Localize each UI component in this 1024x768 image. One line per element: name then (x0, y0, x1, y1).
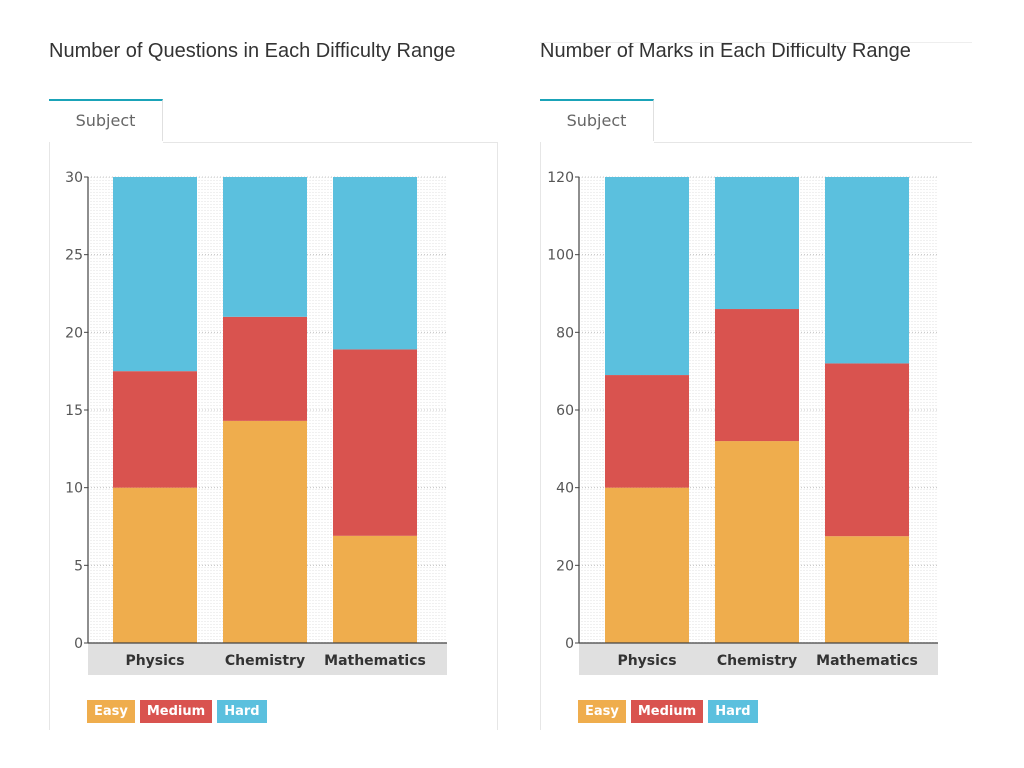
bar-easy-chemistry (223, 420, 307, 643)
y-tick-label: 80 (556, 325, 574, 341)
y-tick-label: 0 (565, 636, 574, 652)
panel-border-left (49, 142, 50, 730)
y-tick-label: 100 (547, 248, 574, 264)
y-tick-label: 20 (556, 558, 574, 574)
bar-easy-chemistry (715, 441, 799, 643)
y-tick-label: 15 (65, 403, 83, 419)
marks-chart-title: Number of Marks in Each Difficulty Range (540, 40, 911, 62)
tab-underline-rule (654, 142, 972, 143)
y-tick-label: 25 (65, 248, 83, 264)
bar-easy-physics (113, 487, 197, 643)
y-tick-label: 5 (74, 558, 83, 574)
legend-hard[interactable]: Hard (708, 700, 758, 723)
y-tick-label: 40 (556, 481, 574, 497)
bar-medium-chemistry (223, 316, 307, 421)
marks-stacked-bar-chart: Physics Chemistry Mathematics 0 20 40 60 80 100 1… (547, 170, 938, 675)
legend-medium[interactable]: Medium (630, 700, 704, 723)
panel-border-left (540, 142, 541, 730)
marks-chart-legend: Easy Medium Hard (578, 700, 758, 723)
bar-hard-chemistry (223, 177, 307, 317)
x-tick-label-physics: Physics (125, 653, 184, 669)
x-tick-label-chemistry: Chemistry (717, 653, 797, 669)
panel-border-right (497, 142, 498, 730)
marks-chart-panel: Number of Marks in Each Difficulty Range… (540, 40, 972, 730)
bar-hard-physics (605, 177, 689, 376)
bar-hard-chemistry (715, 177, 799, 310)
bar-easy-mathematics (825, 536, 909, 643)
y-tick-label: 0 (74, 636, 83, 652)
tab-underline-rule (163, 142, 497, 143)
bar-easy-mathematics (333, 535, 417, 643)
bar-hard-mathematics (825, 177, 909, 364)
questions-chart-title: Number of Questions in Each Difficulty R… (49, 40, 456, 62)
bar-easy-physics (605, 487, 689, 643)
questions-chart-legend: Easy Medium Hard (87, 700, 267, 723)
y-tick-label: 10 (65, 481, 83, 497)
category-axis-band (579, 643, 938, 675)
x-tick-label-chemistry: Chemistry (225, 653, 305, 669)
bar-medium-mathematics (825, 363, 909, 537)
bar-hard-mathematics (333, 177, 417, 350)
x-tick-label-physics: Physics (617, 653, 676, 669)
header-rule (540, 42, 972, 43)
y-tick-label: 30 (65, 170, 83, 186)
y-tick-label: 120 (547, 170, 574, 186)
y-tick-label: 60 (556, 403, 574, 419)
bar-medium-physics (605, 375, 689, 488)
legend-easy[interactable]: Easy (578, 700, 626, 723)
y-tick-label: 20 (65, 325, 83, 341)
legend-hard[interactable]: Hard (217, 700, 267, 723)
tab-subject[interactable]: Subject (49, 99, 163, 141)
bar-medium-mathematics (333, 349, 417, 536)
questions-stacked-bar-chart: Physics Chemistry Mathematics 0 5 10 15 20 25 30 (65, 170, 447, 675)
questions-chart-panel: Number of Questions in Each Difficulty R… (49, 40, 498, 730)
tab-subject[interactable]: Subject (540, 99, 654, 141)
bar-hard-physics (113, 177, 197, 372)
category-axis-band (88, 643, 447, 675)
legend-medium[interactable]: Medium (139, 700, 213, 723)
legend-easy[interactable]: Easy (87, 700, 135, 723)
bar-medium-physics (113, 371, 197, 488)
x-tick-label-mathematics: Mathematics (324, 653, 426, 669)
x-tick-label-mathematics: Mathematics (816, 653, 918, 669)
bar-medium-chemistry (715, 309, 799, 442)
